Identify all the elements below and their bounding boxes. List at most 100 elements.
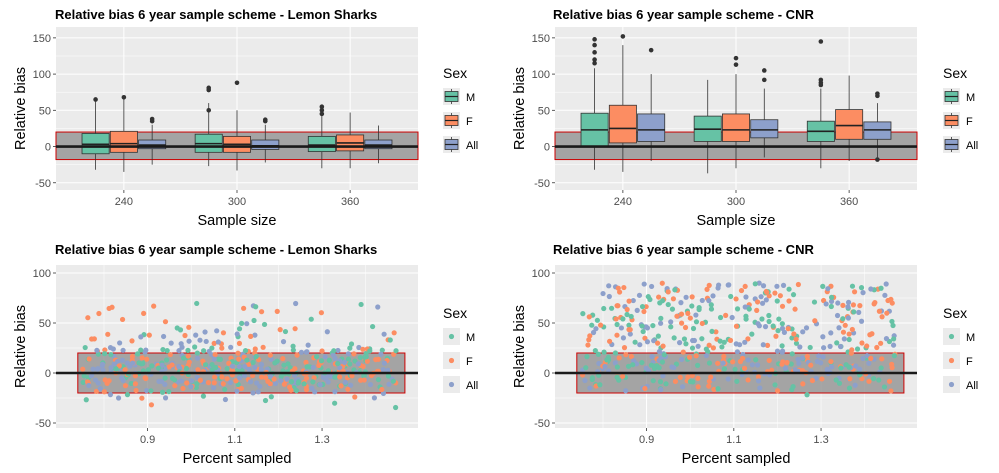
data-point-All: [774, 348, 781, 354]
data-point-F: [779, 303, 786, 309]
data-point-M: [721, 339, 727, 345]
data-point-M: [138, 347, 144, 353]
data-point-M: [624, 311, 630, 318]
data-point-F: [850, 302, 857, 308]
data-point-All: [348, 382, 354, 388]
data-point-F: [876, 308, 882, 314]
data-point-All: [244, 321, 250, 327]
data-point-All: [649, 283, 655, 290]
data-point-F: [219, 374, 225, 380]
plot-title: Relative bias 6 year sample scheme - Lem…: [55, 7, 377, 22]
box-F: [722, 113, 750, 142]
data-point-M: [597, 382, 603, 388]
data-point-M: [128, 380, 134, 387]
y-tick-label: -50: [35, 178, 51, 190]
data-point-All: [194, 355, 201, 361]
data-point-F: [773, 333, 779, 339]
boxplot-M-360: [806, 39, 835, 169]
data-point-All: [324, 329, 330, 335]
data-point-F: [791, 331, 797, 337]
data-point-All: [836, 325, 842, 331]
data-point-M: [192, 344, 198, 350]
data-point-All: [367, 381, 374, 388]
data-point-F: [624, 306, 630, 313]
y-tick-label: 50: [538, 105, 550, 117]
y-tick-label: 0: [45, 142, 51, 154]
data-point-F: [670, 296, 677, 302]
data-point-M: [318, 358, 325, 364]
data-point-All: [606, 283, 612, 289]
data-point-M: [846, 385, 853, 391]
data-point-M: [310, 379, 316, 385]
data-point-All: [679, 356, 685, 363]
data-point-F: [730, 359, 736, 365]
data-point-F: [626, 298, 632, 304]
data-point-F: [248, 333, 254, 339]
data-point-M: [301, 381, 307, 387]
data-point-M: [82, 344, 88, 351]
data-point-All: [703, 352, 709, 359]
data-point-F: [840, 302, 846, 308]
x-tick-label: 240: [115, 196, 133, 208]
data-point-M: [657, 300, 663, 306]
data-point-M: [734, 306, 741, 312]
data-point-F: [143, 375, 149, 382]
data-point-F: [857, 303, 863, 309]
data-point-F: [706, 342, 712, 348]
data-point-F: [349, 373, 355, 379]
data-point-M: [789, 335, 795, 341]
data-point-F: [148, 402, 155, 408]
data-point-M: [224, 366, 230, 372]
data-point-All: [853, 363, 859, 369]
legend-key-point-All: [948, 381, 955, 388]
data-point-All: [246, 366, 252, 373]
data-point-M: [304, 364, 310, 370]
data-point-All: [743, 294, 749, 300]
data-point-F: [621, 345, 628, 351]
data-point-M: [314, 354, 320, 360]
data-point-F: [226, 360, 232, 366]
data-point-M: [665, 301, 671, 308]
data-point-M: [793, 340, 800, 346]
data-point-F: [102, 347, 108, 353]
data-point-All: [176, 348, 182, 354]
data-point-M: [878, 365, 884, 371]
outlier-point: [761, 77, 767, 83]
legend-label-All: All: [466, 380, 478, 392]
data-point-M: [288, 379, 295, 385]
y-tick-label: 50: [39, 318, 51, 330]
data-point-All: [345, 351, 351, 357]
data-point-M: [689, 303, 695, 309]
data-point-All: [797, 344, 803, 350]
data-point-F: [245, 361, 252, 367]
data-point-All: [385, 367, 391, 373]
data-point-M: [620, 316, 626, 322]
data-point-All: [94, 366, 100, 372]
data-point-M: [296, 379, 302, 385]
box-All: [251, 139, 280, 150]
data-point-All: [341, 359, 348, 365]
data-point-M: [363, 354, 369, 360]
plot-title: Relative bias 6 year sample scheme - CNR: [553, 7, 814, 22]
data-point-F: [786, 298, 792, 304]
x-tick-label: 240: [614, 196, 632, 208]
data-point-F: [847, 376, 853, 382]
data-point-F: [642, 385, 648, 392]
data-point-All: [94, 347, 100, 353]
data-point-M: [261, 321, 268, 328]
box-F: [608, 104, 637, 144]
data-point-M: [155, 365, 162, 371]
data-point-M: [746, 306, 752, 312]
data-point-M: [749, 331, 755, 337]
data-point-M: [779, 343, 785, 349]
data-point-F: [687, 315, 693, 321]
data-point-F: [186, 324, 192, 330]
data-point-M: [871, 376, 877, 382]
data-point-All: [691, 337, 698, 344]
legend-label-F: F: [466, 116, 473, 128]
data-point-F: [144, 356, 150, 362]
data-point-M: [833, 377, 839, 383]
data-point-M: [626, 322, 632, 328]
data-point-M: [788, 361, 794, 367]
legend-label-F: F: [966, 116, 973, 128]
